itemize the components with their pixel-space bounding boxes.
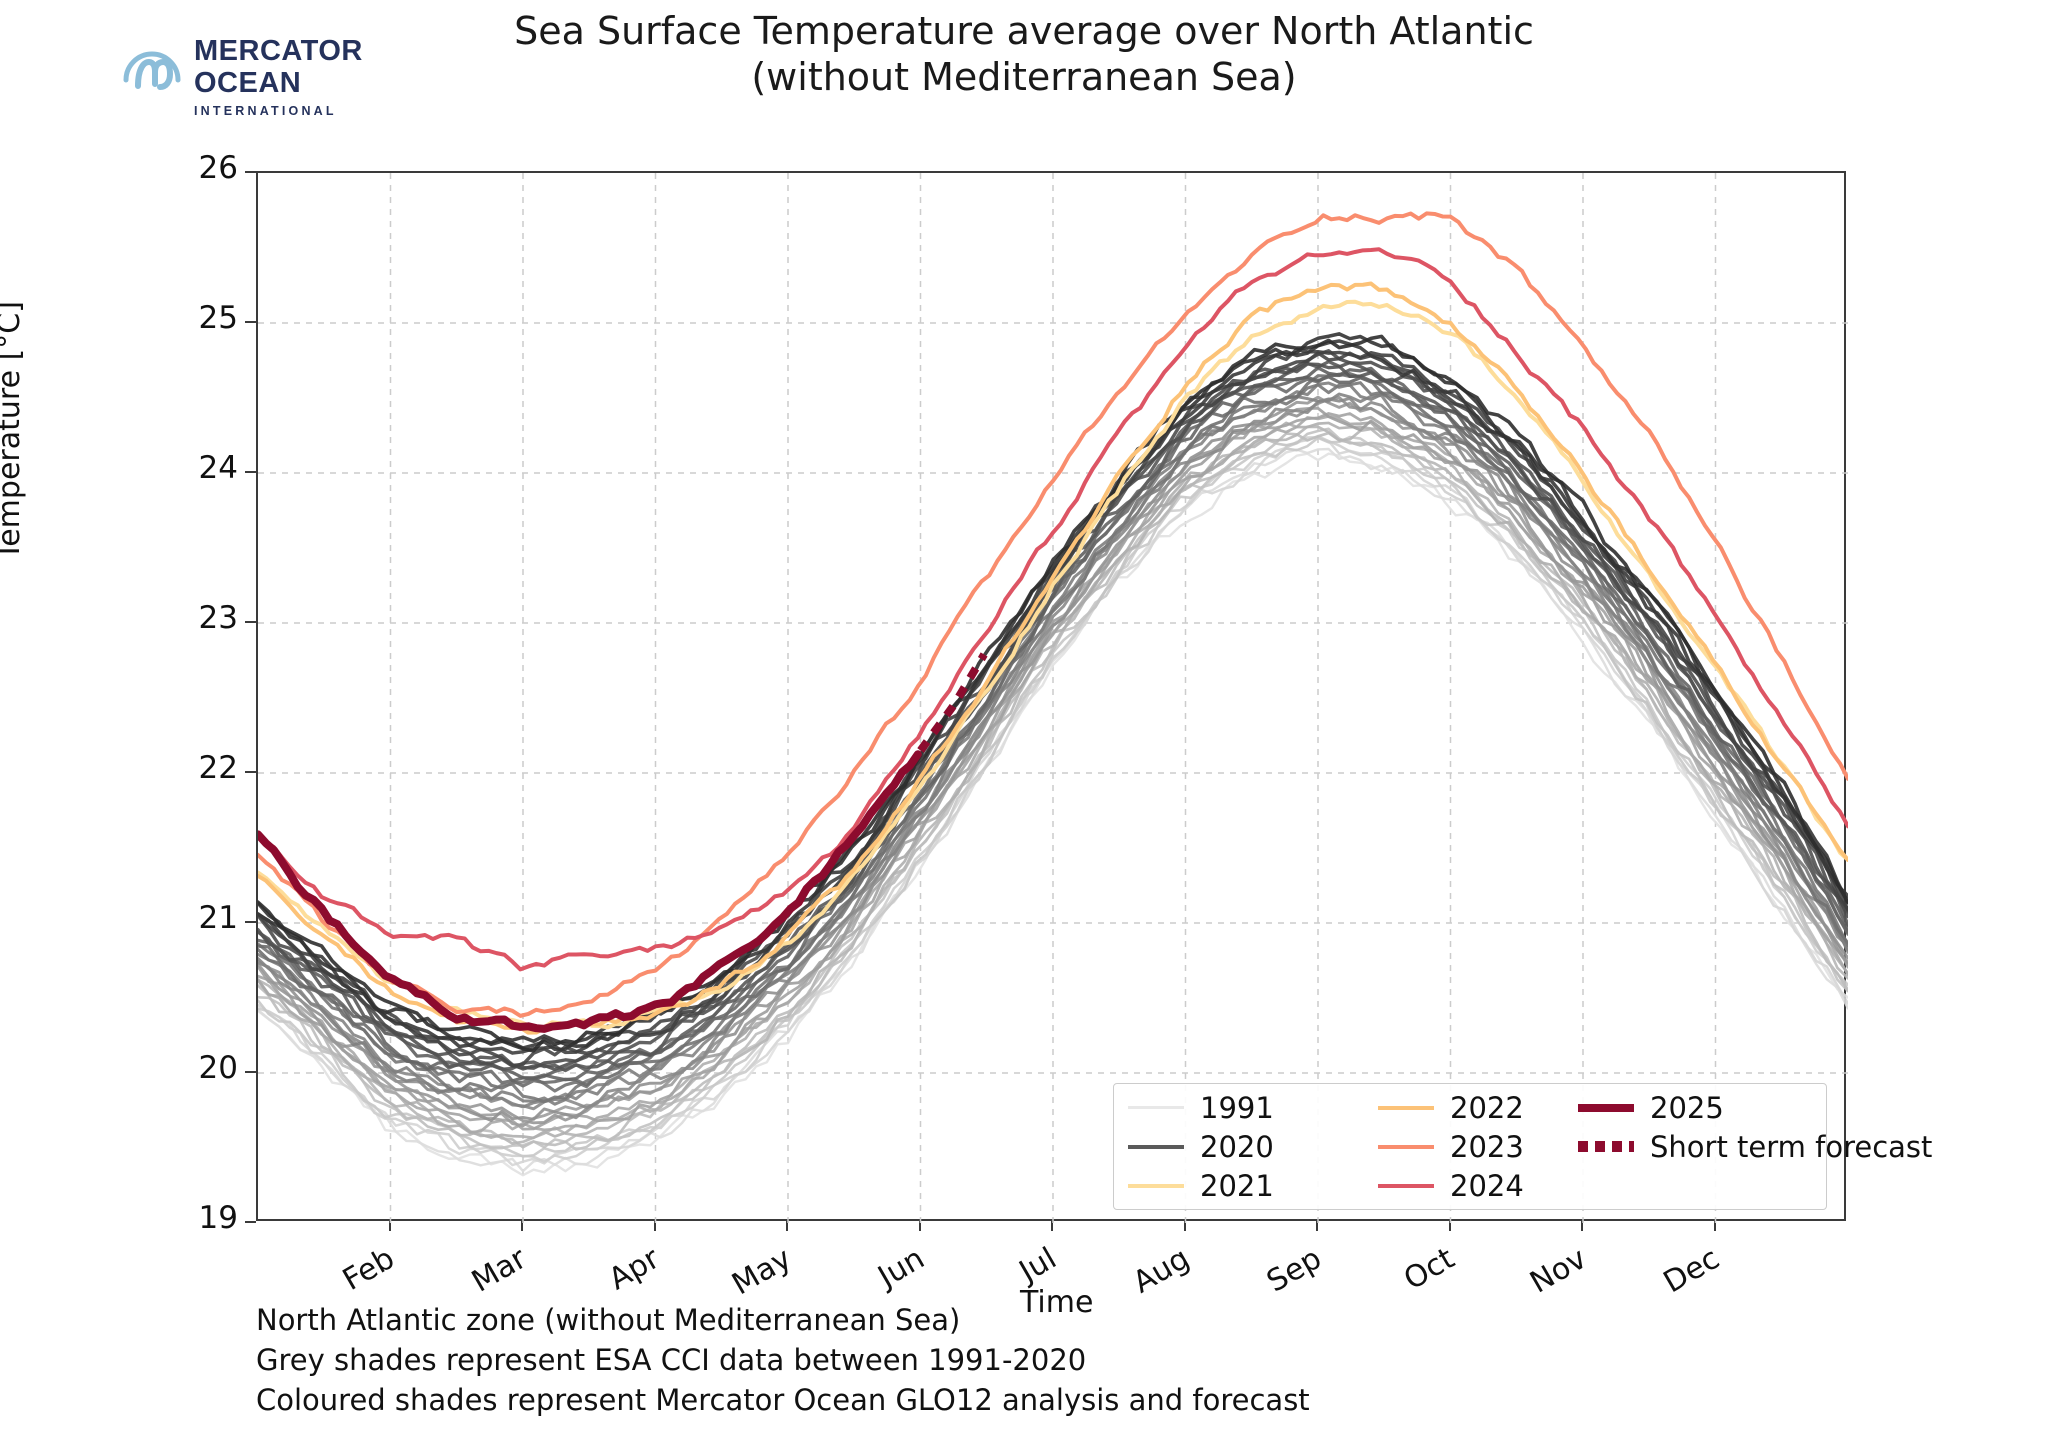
x-axis-label: Time <box>1020 1285 1094 1320</box>
chart-title-line1: Sea Surface Temperature average over Nor… <box>514 9 1534 53</box>
y-tick-mark <box>245 321 256 323</box>
legend-swatch-line-icon <box>1128 1106 1184 1109</box>
y-tick-mark <box>245 1071 256 1073</box>
x-tick-label: Oct <box>1397 1241 1460 1298</box>
legend-label: 2021 <box>1200 1168 1274 1203</box>
climatology-curve <box>258 452 1848 1177</box>
chart-title-line2: (without Mediterranean Sea) <box>751 55 1297 99</box>
y-tick-label: 22 <box>198 750 238 786</box>
y-tick-label: 24 <box>198 450 238 486</box>
x-tick-mark <box>1183 1221 1186 1231</box>
legend-item-2020: 2020 <box>1114 1130 1364 1164</box>
legend-item-2024: 2024 <box>1364 1169 1564 1203</box>
legend-label: 2025 <box>1650 1090 1724 1125</box>
climatology-curve <box>258 381 1848 1106</box>
x-tick-mark <box>1448 1221 1451 1231</box>
x-tick-mark <box>653 1221 656 1231</box>
climatology-curve <box>258 406 1848 1128</box>
legend-swatch-line-icon <box>1378 1144 1434 1149</box>
series-line-2023 <box>258 211 1848 1018</box>
y-tick-label: 26 <box>198 150 238 186</box>
note-line-2: Grey shades represent ESA CCI data betwe… <box>256 1343 1087 1377</box>
legend-swatch-line-icon <box>1378 1105 1434 1110</box>
y-tick-label: 25 <box>198 300 238 336</box>
series-line-short-term-forecast <box>917 652 988 753</box>
x-tick-label: Nov <box>1524 1241 1593 1301</box>
legend-swatch-dotted-icon <box>1578 1141 1634 1152</box>
note-line-3: Coloured shades represent Mercator Ocean… <box>256 1383 1310 1417</box>
legend-label: 2023 <box>1450 1129 1524 1164</box>
legend-item-2022: 2022 <box>1364 1091 1564 1125</box>
chart-legend: 1991 2022 2025 2020 2023 Short term forecast 2… <box>1113 1083 1932 1210</box>
climatology-curve <box>258 431 1848 1149</box>
logo-line-international: INTERNATIONAL <box>194 104 337 118</box>
x-tick-mark <box>388 1221 391 1231</box>
climatology-curve <box>258 334 1848 1053</box>
series-line-2024 <box>258 247 1848 972</box>
x-tick-mark <box>1051 1221 1053 1231</box>
climatology-curve <box>258 366 1848 1081</box>
legend-item-2023: 2023 <box>1364 1130 1564 1164</box>
series-canvas <box>258 173 1848 1223</box>
plot-area <box>256 171 1848 1223</box>
y-tick-mark <box>245 171 256 173</box>
legend-label: 2020 <box>1200 1129 1274 1164</box>
y-tick-mark <box>245 621 256 623</box>
logo-wordmark: MERCATOR OCEAN INTERNATIONAL <box>194 35 363 119</box>
series-line-2025 <box>258 750 922 1033</box>
climatology-curve <box>258 412 1848 1131</box>
footer-notes: North Atlantic zone (without Mediterrane… <box>256 1300 1310 1420</box>
x-tick-mark <box>1316 1221 1318 1231</box>
x-tick-mark <box>918 1221 921 1231</box>
legend-label: Short term forecast <box>1650 1129 1933 1164</box>
legend-item-2021: 2021 <box>1114 1169 1364 1203</box>
y-tick-label: 21 <box>198 900 238 936</box>
legend-label: 1991 <box>1200 1090 1274 1125</box>
climatology-curve <box>258 332 1848 1048</box>
y-axis-label: Temperature [°C] <box>0 301 27 560</box>
y-tick-mark <box>245 921 256 923</box>
legend-swatch-line-icon <box>1128 1144 1184 1149</box>
y-tick-label: 19 <box>198 1200 238 1236</box>
highlight-curves <box>258 211 1848 1035</box>
climatology-curve <box>258 349 1848 1070</box>
legend-item-2025: 2025 <box>1564 1091 1828 1125</box>
note-line-1: North Atlantic zone (without Mediterrane… <box>256 1303 961 1337</box>
legend-label: 2022 <box>1450 1090 1524 1125</box>
climatology-curve <box>258 381 1848 1104</box>
legend-swatch-line-icon <box>1128 1183 1184 1188</box>
logo-line-ocean: OCEAN <box>194 67 302 99</box>
x-tick-mark <box>786 1221 788 1231</box>
legend-item-1991: 1991 <box>1114 1091 1364 1125</box>
x-tick-label: Dec <box>1657 1241 1725 1301</box>
legend-swatch-line-icon <box>1378 1183 1434 1188</box>
chart-title: Sea Surface Temperature average over Nor… <box>0 8 2048 100</box>
legend-item-short-term-forecast: Short term forecast <box>1564 1130 1932 1164</box>
y-tick-label: 23 <box>198 600 238 636</box>
x-tick-mark <box>1581 1221 1583 1231</box>
y-tick-mark <box>245 1221 256 1223</box>
legend-swatch-line-icon <box>1578 1103 1634 1112</box>
logo-line-mercator: MERCATOR <box>194 35 363 67</box>
x-tick-mark <box>521 1221 523 1231</box>
x-tick-mark <box>1713 1221 1716 1231</box>
y-tick-label: 20 <box>198 1050 238 1086</box>
mercator-m-icon <box>118 38 186 106</box>
mercator-ocean-logo: MERCATOR OCEAN INTERNATIONAL <box>118 34 418 119</box>
y-tick-mark <box>245 471 256 473</box>
y-tick-mark <box>245 771 256 773</box>
legend-label: 2024 <box>1450 1168 1524 1203</box>
